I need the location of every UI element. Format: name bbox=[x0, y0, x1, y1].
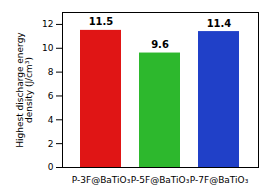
svg-text:8: 8 bbox=[48, 67, 54, 77]
svg-text:P-7F@BaTiO₃: P-7F@BaTiO₃ bbox=[190, 175, 249, 185]
svg-text:4: 4 bbox=[48, 115, 54, 125]
svg-text:0: 0 bbox=[48, 162, 54, 172]
svg-text:9.6: 9.6 bbox=[151, 39, 169, 50]
svg-text:P-3F@BaTiO₃: P-3F@BaTiO₃ bbox=[72, 175, 131, 185]
svg-text:6: 6 bbox=[48, 91, 54, 101]
svg-text:11.4: 11.4 bbox=[207, 18, 232, 29]
svg-text:10: 10 bbox=[42, 43, 54, 53]
svg-text:P-5F@BaTiO₃: P-5F@BaTiO₃ bbox=[131, 175, 190, 185]
svg-text:2: 2 bbox=[48, 139, 54, 149]
svg-text:12: 12 bbox=[42, 19, 53, 29]
svg-text:Highest discharge energydensit: Highest discharge energydensity (J/cm³) bbox=[15, 32, 34, 148]
svg-text:11.5: 11.5 bbox=[89, 16, 114, 27]
